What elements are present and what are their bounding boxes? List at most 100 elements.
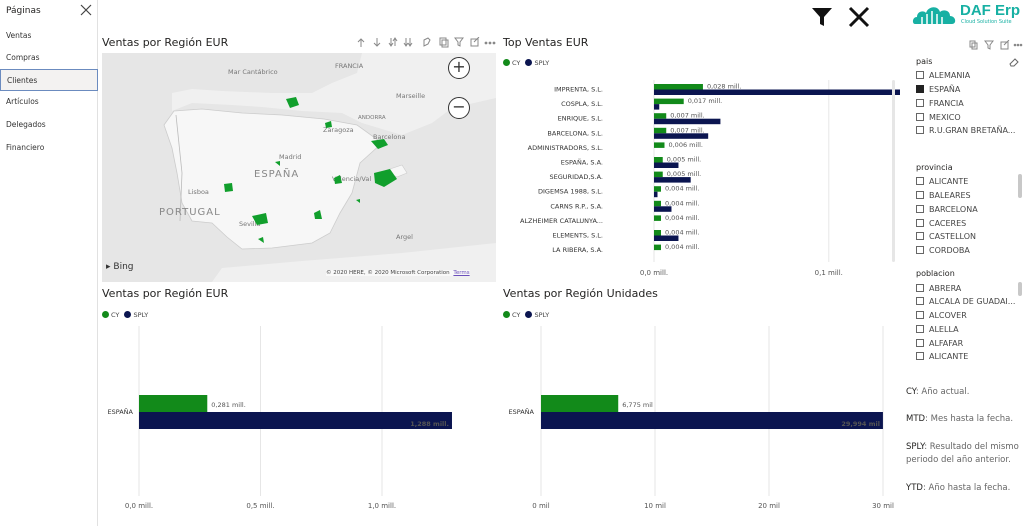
- data-label: 0,006 mill.: [668, 141, 703, 149]
- zoom-in-button[interactable]: +: [448, 57, 470, 79]
- filter-option[interactable]: ALICANTE: [916, 177, 968, 186]
- bar-sply: [654, 133, 709, 139]
- checkbox[interactable]: [916, 246, 924, 254]
- map-label-madrid: Madrid: [279, 153, 302, 161]
- note-cy: CY: Año actual.: [906, 386, 1022, 399]
- filter-option[interactable]: MEXICO: [916, 113, 961, 122]
- checkbox[interactable]: [916, 219, 924, 227]
- page-item-delegados[interactable]: Delegados: [6, 120, 46, 129]
- filter-option[interactable]: ALEMANIA: [916, 71, 970, 80]
- note-mtd: MTD: Mes hasta la fecha.: [906, 413, 1022, 426]
- region-marker: [224, 183, 233, 192]
- x-tick-label: 10 mil: [644, 502, 666, 510]
- category-label: SEGURIDAD,S.A.: [550, 173, 603, 181]
- map-label-valencia: Valencia/Val: [332, 175, 372, 183]
- checkbox[interactable]: [916, 85, 924, 93]
- top-ventas-chart[interactable]: 0,0 mill.0,1 mill.0,2 mill.IMPRENTA, S.L…: [500, 76, 900, 280]
- region-marker: [356, 199, 360, 203]
- top-ventas-scrollbar[interactable]: [892, 80, 895, 262]
- checkbox[interactable]: [916, 311, 924, 319]
- drill-down-icon: [373, 38, 381, 47]
- note-sply: SPLY: Resultado del mismo periodo del añ…: [906, 441, 1024, 467]
- checkbox[interactable]: [916, 339, 924, 347]
- option-label: ALEMANIA: [929, 71, 971, 80]
- clear-filters-icon[interactable]: [848, 6, 870, 28]
- map-label-lisboa: Lisboa: [188, 188, 209, 196]
- map-label-espana: ESPAÑA: [254, 169, 300, 180]
- map-label-andorra: ANDORRA: [358, 115, 386, 121]
- region-eur-title: Ventas por Región EUR: [102, 287, 229, 300]
- cloud-logo-icon: [912, 7, 956, 24]
- filter-option[interactable]: ALICANTE: [916, 352, 968, 361]
- filter-option[interactable]: BALEARES: [916, 191, 971, 200]
- page-item-financiero[interactable]: Financiero: [6, 143, 45, 152]
- filter-option[interactable]: CORDOBA: [916, 246, 970, 255]
- filter-icon[interactable]: [811, 6, 833, 28]
- poblacion-scrollbar[interactable]: [1018, 282, 1022, 296]
- map-label-francia: FRANCIA: [335, 62, 364, 70]
- region-eur-chart[interactable]: 0,0 mill. 0,5 mill. 1,0 mill. ESPAÑA 0,281 m…: [100, 326, 500, 520]
- filter-option[interactable]: R.U.GRAN BRETAÑA...: [916, 126, 1015, 135]
- page-item-articulos[interactable]: Artículos: [6, 97, 39, 106]
- brand-logo: DAF Erp Cloud Solution Suite: [912, 2, 1022, 28]
- filter-option[interactable]: ALCALA DE GUADAI...: [916, 297, 1015, 306]
- bar-cy: [139, 395, 208, 412]
- checkbox[interactable]: [916, 325, 924, 333]
- filter-option[interactable]: CACERES: [916, 219, 966, 228]
- slicer-header-icons[interactable]: [968, 40, 1024, 50]
- category-label: ADMINISTRADORS, S.L.: [528, 144, 603, 152]
- legend-sply-label: SPLY: [133, 311, 149, 319]
- provincia-scrollbar[interactable]: [1018, 174, 1022, 198]
- filter-option[interactable]: CASTELLON: [916, 232, 976, 241]
- filter-option[interactable]: FRANCIA: [916, 99, 964, 108]
- checkbox[interactable]: [916, 71, 924, 79]
- note-text: : Mes hasta la fecha.: [925, 414, 1014, 424]
- checkbox[interactable]: [916, 99, 924, 107]
- bar-sply: [139, 412, 452, 429]
- map-terms-link[interactable]: Terms: [453, 270, 470, 276]
- option-label: MEXICO: [929, 113, 961, 122]
- data-label: 0,017 mill.: [688, 97, 723, 105]
- bar-sply: [654, 162, 679, 168]
- zoom-out-button[interactable]: −: [448, 97, 470, 119]
- checkbox[interactable]: [916, 284, 924, 292]
- top-ventas-title: Top Ventas EUR: [503, 36, 589, 49]
- map-label-mar-cantabrico: Mar Cantábrico: [228, 68, 278, 76]
- bing-label: Bing: [113, 262, 134, 272]
- option-label: ALCOVER: [929, 311, 967, 320]
- option-label: ALFAFAR: [929, 339, 964, 348]
- bar-sply: [541, 412, 883, 429]
- checkbox[interactable]: [916, 191, 924, 199]
- checkbox[interactable]: [916, 205, 924, 213]
- checkbox[interactable]: [916, 113, 924, 121]
- filter-option[interactable]: BARCELONA: [916, 205, 978, 214]
- x-tick-label: 0,5 mill.: [246, 502, 274, 510]
- page-item-compras[interactable]: Compras: [6, 53, 40, 62]
- filter-poblacion-title: poblacion: [916, 269, 955, 278]
- bar-sply: [654, 118, 721, 125]
- checkbox[interactable]: [916, 297, 924, 305]
- data-label: 0,004 mill.: [665, 229, 700, 237]
- category-label: ALZHEIMER CATALUNYA...: [520, 217, 603, 225]
- filter-option[interactable]: ABRERA: [916, 284, 961, 293]
- region-marker: [314, 210, 322, 219]
- option-label: BALEARES: [929, 191, 971, 200]
- checkbox[interactable]: [916, 352, 924, 360]
- checkbox[interactable]: [916, 126, 924, 134]
- eraser-icon[interactable]: [1008, 57, 1020, 67]
- page-item-clientes[interactable]: Clientes: [0, 69, 98, 91]
- filter-option[interactable]: ALELLA: [916, 325, 959, 334]
- checkbox[interactable]: [916, 232, 924, 240]
- checkbox[interactable]: [916, 177, 924, 185]
- map-landmass: [163, 53, 496, 282]
- filter-option[interactable]: ESPAÑA: [916, 85, 960, 94]
- category-label: IMPRENTA, S.L.: [554, 86, 603, 94]
- visual-header-icons[interactable]: [356, 37, 498, 48]
- region-uds-chart[interactable]: 0 mil 10 mil 20 mil 30 mil ESPAÑA 6,775 mil 29…: [500, 326, 900, 520]
- filter-option[interactable]: ALFAFAR: [916, 339, 963, 348]
- filter-option[interactable]: ALCOVER: [916, 311, 967, 320]
- map-canvas[interactable]: Mar Cantábrico FRANCIA ANDORRA Marseille…: [102, 53, 496, 282]
- page-item-ventas[interactable]: Ventas: [6, 31, 32, 40]
- close-pages-icon[interactable]: [80, 3, 92, 17]
- bar-cy: [654, 98, 684, 105]
